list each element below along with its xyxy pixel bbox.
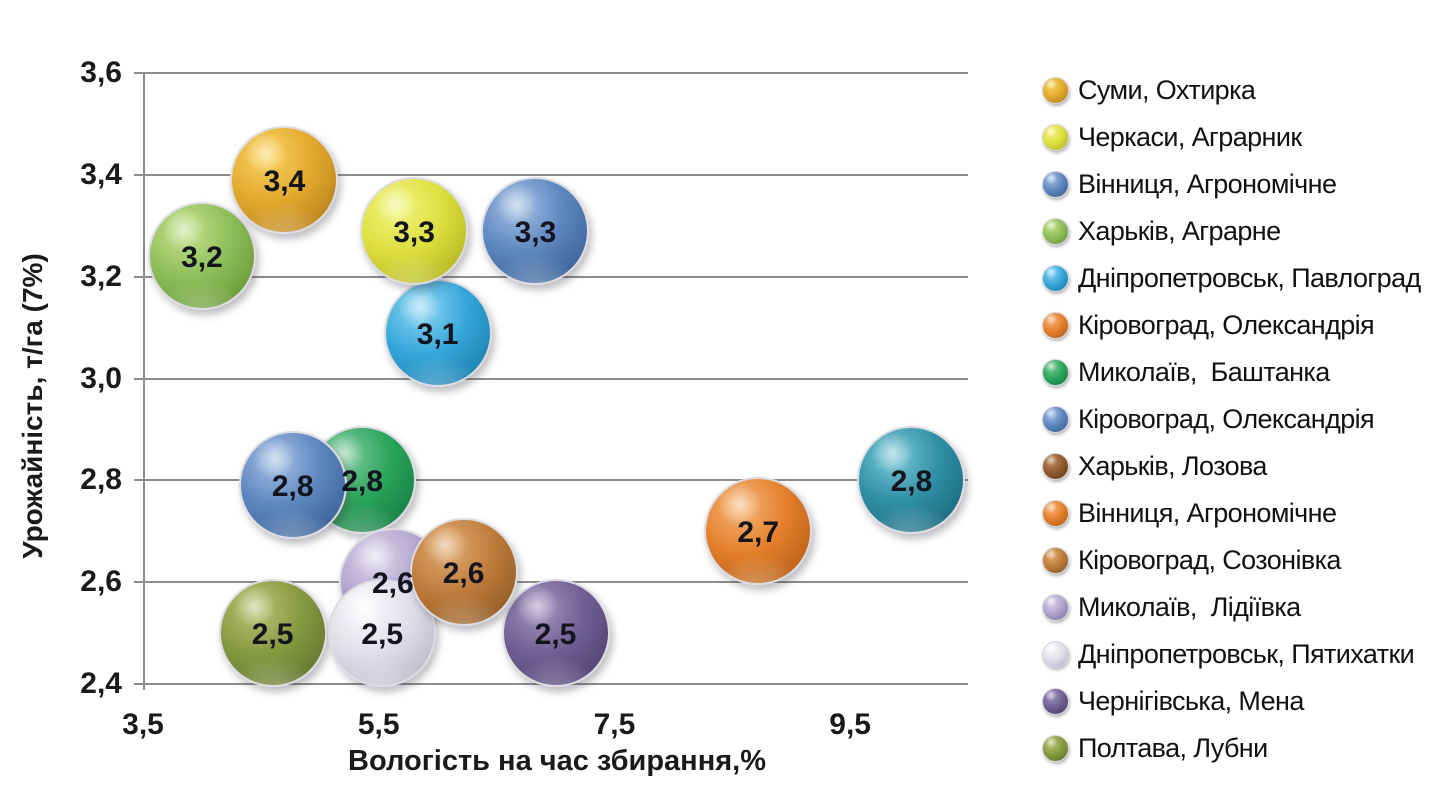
data-bubble (501, 579, 610, 688)
legend-label: Миколаїв, Баштанка (1078, 357, 1330, 387)
legend-item: Суми, Охтирка (1042, 67, 1447, 114)
data-bubble (481, 176, 590, 285)
data-bubble-value: 3,4 (263, 164, 306, 198)
legend-item: Миколаїв, Баштанка (1042, 349, 1447, 396)
x-axis-title: Вологість на час збирання,% (348, 745, 766, 777)
y-axis-title: Урожайність, т/га (7%) (17, 253, 48, 559)
data-bubble (238, 431, 347, 540)
data-bubble-value: 3,2 (181, 241, 223, 275)
legend-marker-icon (1042, 218, 1069, 245)
data-bubble-value: 2,7 (737, 516, 780, 550)
legend-label: Кіровоград, Олександрія (1078, 310, 1375, 340)
data-bubble-value: 2,5 (361, 618, 404, 652)
legend-item: Харьків, Лозова (1042, 443, 1447, 490)
gridline-y-3,0 (143, 377, 968, 380)
legend-item: Дніпропетровськ, Павлоград (1042, 255, 1447, 302)
legend-item: Кіровоград, Олександрія (1042, 396, 1447, 443)
data-bubble (360, 176, 469, 285)
y-tick-label: 3,2 (80, 259, 122, 293)
data-bubble-value: 2,5 (534, 618, 577, 652)
data-bubble-value: 2,5 (251, 618, 294, 652)
legend-marker-icon (1042, 265, 1069, 292)
legend-item: Кіровоград, Олександрія (1042, 302, 1447, 349)
data-bubble (409, 517, 518, 626)
data-bubble-value: 2,6 (371, 567, 414, 601)
legend-marker-icon (1042, 171, 1069, 198)
legend-label: Полтава, Лубни (1078, 733, 1268, 763)
legend-label: Харьків, Лозова (1078, 451, 1267, 481)
data-bubble-value: 2,6 (442, 556, 485, 590)
data-bubble (147, 202, 256, 311)
legend-marker-icon (1042, 124, 1069, 151)
legend-label: Суми, Охтирка (1078, 75, 1256, 105)
legend-label: Дніпропетровськ, Пятихатки (1078, 639, 1415, 669)
data-bubble-value: 2,8 (890, 465, 933, 499)
data-bubble-value: 2,8 (271, 470, 314, 504)
y-axis-line (143, 73, 145, 690)
y-tick-label: 3,4 (80, 157, 122, 191)
plot-area: 3,2 3,4 3,1 3,3 3,3 2,8 2,8 2,8 2,7 2,5 2,5 2,6 2,5 2… (134, 72, 968, 690)
x-tick-label: 7,5 (593, 708, 636, 741)
legend-marker-icon (1042, 500, 1069, 527)
y-tick-label: 2,6 (80, 565, 122, 599)
legend-item: Кіровоград, Созонівка (1042, 537, 1447, 584)
gridline-y-2,8 (143, 479, 968, 482)
legend-marker-icon (1042, 312, 1069, 339)
legend-item: Чернігівська, Мена (1042, 678, 1447, 725)
legend-label: Черкаси, Аграрник (1078, 122, 1302, 152)
x-tick-label: 5,5 (357, 708, 400, 741)
y-tick-label: 3,6 (80, 56, 122, 89)
legend-marker-icon (1042, 547, 1069, 574)
y-tick-mark (134, 683, 143, 685)
data-bubble (230, 125, 339, 234)
legend-item: Черкаси, Аграрник (1042, 114, 1447, 161)
y-tick-mark (134, 275, 143, 278)
legend-label: Вінниця, Агрономічне (1078, 498, 1337, 528)
legend-marker-icon (1042, 359, 1069, 386)
y-tick-mark (134, 173, 143, 176)
legend-item: Вінниця, Агрономічне (1042, 161, 1447, 208)
legend-item: Миколаїв, Лідіївка (1042, 584, 1447, 631)
legend: Суми, Охтирка Черкаси, Аграрник Вінниця, А… (1042, 67, 1447, 772)
data-bubble (857, 426, 966, 535)
legend-marker-icon (1042, 735, 1069, 762)
legend-label: Чернігівська, Мена (1078, 686, 1304, 716)
legend-marker-icon (1042, 453, 1069, 480)
y-tick-mark (134, 72, 143, 74)
data-bubble (383, 278, 492, 387)
data-bubble-value: 3,1 (416, 317, 459, 351)
gridline-y-3,4 (143, 173, 968, 176)
y-tick-mark (134, 377, 143, 380)
legend-marker-icon (1042, 406, 1069, 433)
legend-label: Кіровоград, Созонівка (1078, 545, 1341, 575)
legend-item: Полтава, Лубни (1042, 725, 1447, 772)
x-tick-label: 9,5 (829, 708, 871, 741)
y-tick-label: 3,0 (80, 361, 122, 395)
legend-label: Миколаїв, Лідіївка (1078, 592, 1301, 622)
legend-item: Вінниця, Агрономічне (1042, 490, 1447, 537)
legend-marker-icon (1042, 594, 1069, 621)
legend-item: Дніпропетровськ, Пятихатки (1042, 631, 1447, 678)
legend-label: Кіровоград, Олександрія (1078, 404, 1375, 434)
y-tick-label: 2,8 (80, 463, 122, 497)
data-bubble-value: 3,3 (514, 215, 557, 249)
legend-marker-icon (1042, 77, 1069, 104)
legend-label: Харьків, Аграрне (1078, 216, 1281, 246)
legend-marker-icon (1042, 688, 1069, 715)
data-bubble-value: 2,8 (341, 465, 384, 499)
gridline-y-3,6 (143, 72, 968, 74)
legend-label: Вінниця, Агрономічне (1078, 169, 1337, 199)
legend-item: Харьків, Аграрне (1042, 208, 1447, 255)
data-bubble (704, 477, 813, 586)
y-tick-label: 2,4 (80, 667, 122, 700)
data-bubble (218, 579, 327, 688)
legend-marker-icon (1042, 641, 1069, 668)
legend-label: Дніпропетровськ, Павлоград (1078, 263, 1421, 293)
data-bubble-value: 3,3 (393, 215, 435, 249)
y-tick-mark (134, 581, 143, 584)
x-tick-label: 3,5 (122, 708, 164, 741)
y-tick-mark (134, 479, 143, 482)
